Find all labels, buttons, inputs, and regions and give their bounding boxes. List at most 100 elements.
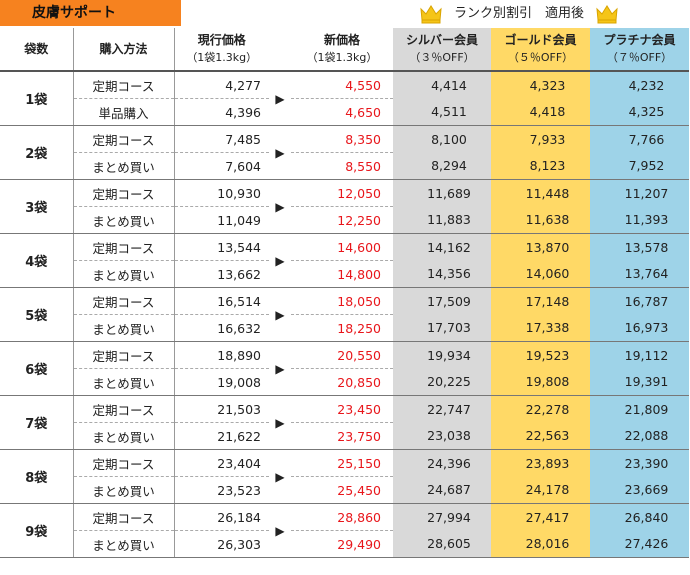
method-cell: まとめ買い [73,260,175,288]
header-current-label: 現行価格 [197,33,246,47]
gold-price: 22,278 [491,395,590,423]
arrow-icon: ▶ [269,341,291,396]
crown-icon [596,5,618,24]
current-price: 16,632 [174,314,269,342]
table-row: 2袋 定期コース 7,485 ▶ 8,350 8,100 7,933 7,766 [0,125,689,180]
method-cell: 定期コース [73,503,175,531]
current-price: 21,622 [174,422,269,450]
arrow-icon: ▶ [269,503,291,558]
current-price: 7,485 [174,125,269,153]
header-silver-sub: （３％OFF） [409,51,475,64]
header-silver-label: シルバー会員 [405,33,478,47]
silver-price: 27,994 [393,503,491,531]
header-platinum-sub: （７％OFF） [606,51,673,64]
qty-cell: 7袋 [0,395,74,450]
current-price: 26,184 [174,503,269,531]
platinum-price: 7,766 [590,125,689,153]
platinum-price: 7,952 [590,152,689,180]
gold-price: 28,016 [491,530,590,558]
table-row: まとめ買い 21,622 23,750 23,038 22,563 22,088 [0,422,689,450]
header-method: 購入方法 [73,28,175,72]
qty-cell: 2袋 [0,125,74,180]
method-cell: 定期コース [73,233,175,261]
qty-cell: 4袋 [0,233,74,288]
new-price: 29,490 [291,530,393,558]
silver-price: 4,414 [393,71,491,99]
platinum-price: 23,669 [590,476,689,504]
header-platinum-label: プラチナ会員 [603,33,676,47]
arrow-icon: ▶ [269,287,291,342]
header-gold-sub: （５％OFF） [507,51,574,64]
new-price: 14,800 [291,260,393,288]
arrow-icon: ▶ [269,71,291,126]
current-price: 4,277 [174,71,269,99]
new-price: 25,450 [291,476,393,504]
table-row: まとめ買い 16,632 18,250 17,703 17,338 16,973 [0,314,689,342]
arrow-icon: ▶ [269,395,291,450]
qty-cell: 1袋 [0,71,74,126]
method-cell: まとめ買い [73,314,175,342]
table-row: 9袋 定期コース 26,184 ▶ 28,860 27,994 27,417 26,840 [0,503,689,558]
rank-note-text: ランク別割引 適用後 [454,6,585,21]
method-cell: 定期コース [73,449,175,477]
silver-price: 17,703 [393,314,491,342]
platinum-price: 16,787 [590,287,689,315]
new-price: 12,050 [291,179,393,207]
platinum-price: 21,809 [590,395,689,423]
table-row: 4袋 定期コース 13,544 ▶ 14,600 14,162 13,870 13,578 [0,233,689,288]
silver-price: 17,509 [393,287,491,315]
qty-cell: 8袋 [0,449,74,504]
new-price: 20,550 [291,341,393,369]
method-cell: 定期コース [73,395,175,423]
qty-cell: 5袋 [0,287,74,342]
silver-price: 19,934 [393,341,491,369]
method-cell: まとめ買い [73,152,175,180]
new-price: 25,150 [291,449,393,477]
method-cell: 定期コース [73,71,175,99]
silver-price: 24,687 [393,476,491,504]
method-cell: 定期コース [73,125,175,153]
new-price: 8,550 [291,152,393,180]
header-current: 現行価格 （1袋1.3kg） [174,28,269,72]
method-cell: 定期コース [73,341,175,369]
method-cell: まとめ買い [73,530,175,558]
gold-price: 4,418 [491,98,590,126]
gold-price: 8,123 [491,152,590,180]
header-gold: ゴールド会員 （５％OFF） [491,28,590,72]
header-new-sub: （1袋1.3kg） [306,51,378,64]
current-price: 10,930 [174,179,269,207]
gold-price: 13,870 [491,233,590,261]
new-price: 4,550 [291,71,393,99]
current-price: 23,523 [174,476,269,504]
method-cell: 単品購入 [73,98,175,126]
new-price: 18,250 [291,314,393,342]
header-arrow-spacer [269,28,291,72]
qty-cell: 3袋 [0,179,74,234]
gold-price: 23,893 [491,449,590,477]
header-current-sub: （1袋1.3kg） [186,51,258,64]
new-price: 4,650 [291,98,393,126]
method-cell: まとめ買い [73,368,175,396]
table-row: 6袋 定期コース 18,890 ▶ 20,550 19,934 19,523 19,112 [0,341,689,396]
new-price: 20,850 [291,368,393,396]
gold-price: 7,933 [491,125,590,153]
platinum-price: 11,207 [590,179,689,207]
rank-note: ランク別割引 適用後 [420,2,618,26]
platinum-price: 13,764 [590,260,689,288]
header-qty: 袋数 [0,28,74,72]
gold-price: 17,338 [491,314,590,342]
table-row: 3袋 定期コース 10,930 ▶ 12,050 11,689 11,448 11,207 [0,179,689,234]
qty-cell: 9袋 [0,503,74,558]
title-bar: 皮膚サポート ランク別割引 適用後 [0,0,690,27]
silver-price: 11,883 [393,206,491,234]
table-row: 8袋 定期コース 23,404 ▶ 25,150 24,396 23,893 23,390 [0,449,689,504]
method-cell: 定期コース [73,287,175,315]
arrow-icon: ▶ [269,125,291,180]
table-row: 単品購入 4,396 4,650 4,511 4,418 4,325 [0,98,689,126]
platinum-price: 16,973 [590,314,689,342]
silver-price: 22,747 [393,395,491,423]
method-cell: まとめ買い [73,476,175,504]
header-new: 新価格 （1袋1.3kg） [291,28,393,72]
table-row: 1袋 定期コース 4,277 ▶ 4,550 4,414 4,323 4,232 [0,71,689,126]
table-row: まとめ買い 11,049 12,250 11,883 11,638 11,393 [0,206,689,234]
